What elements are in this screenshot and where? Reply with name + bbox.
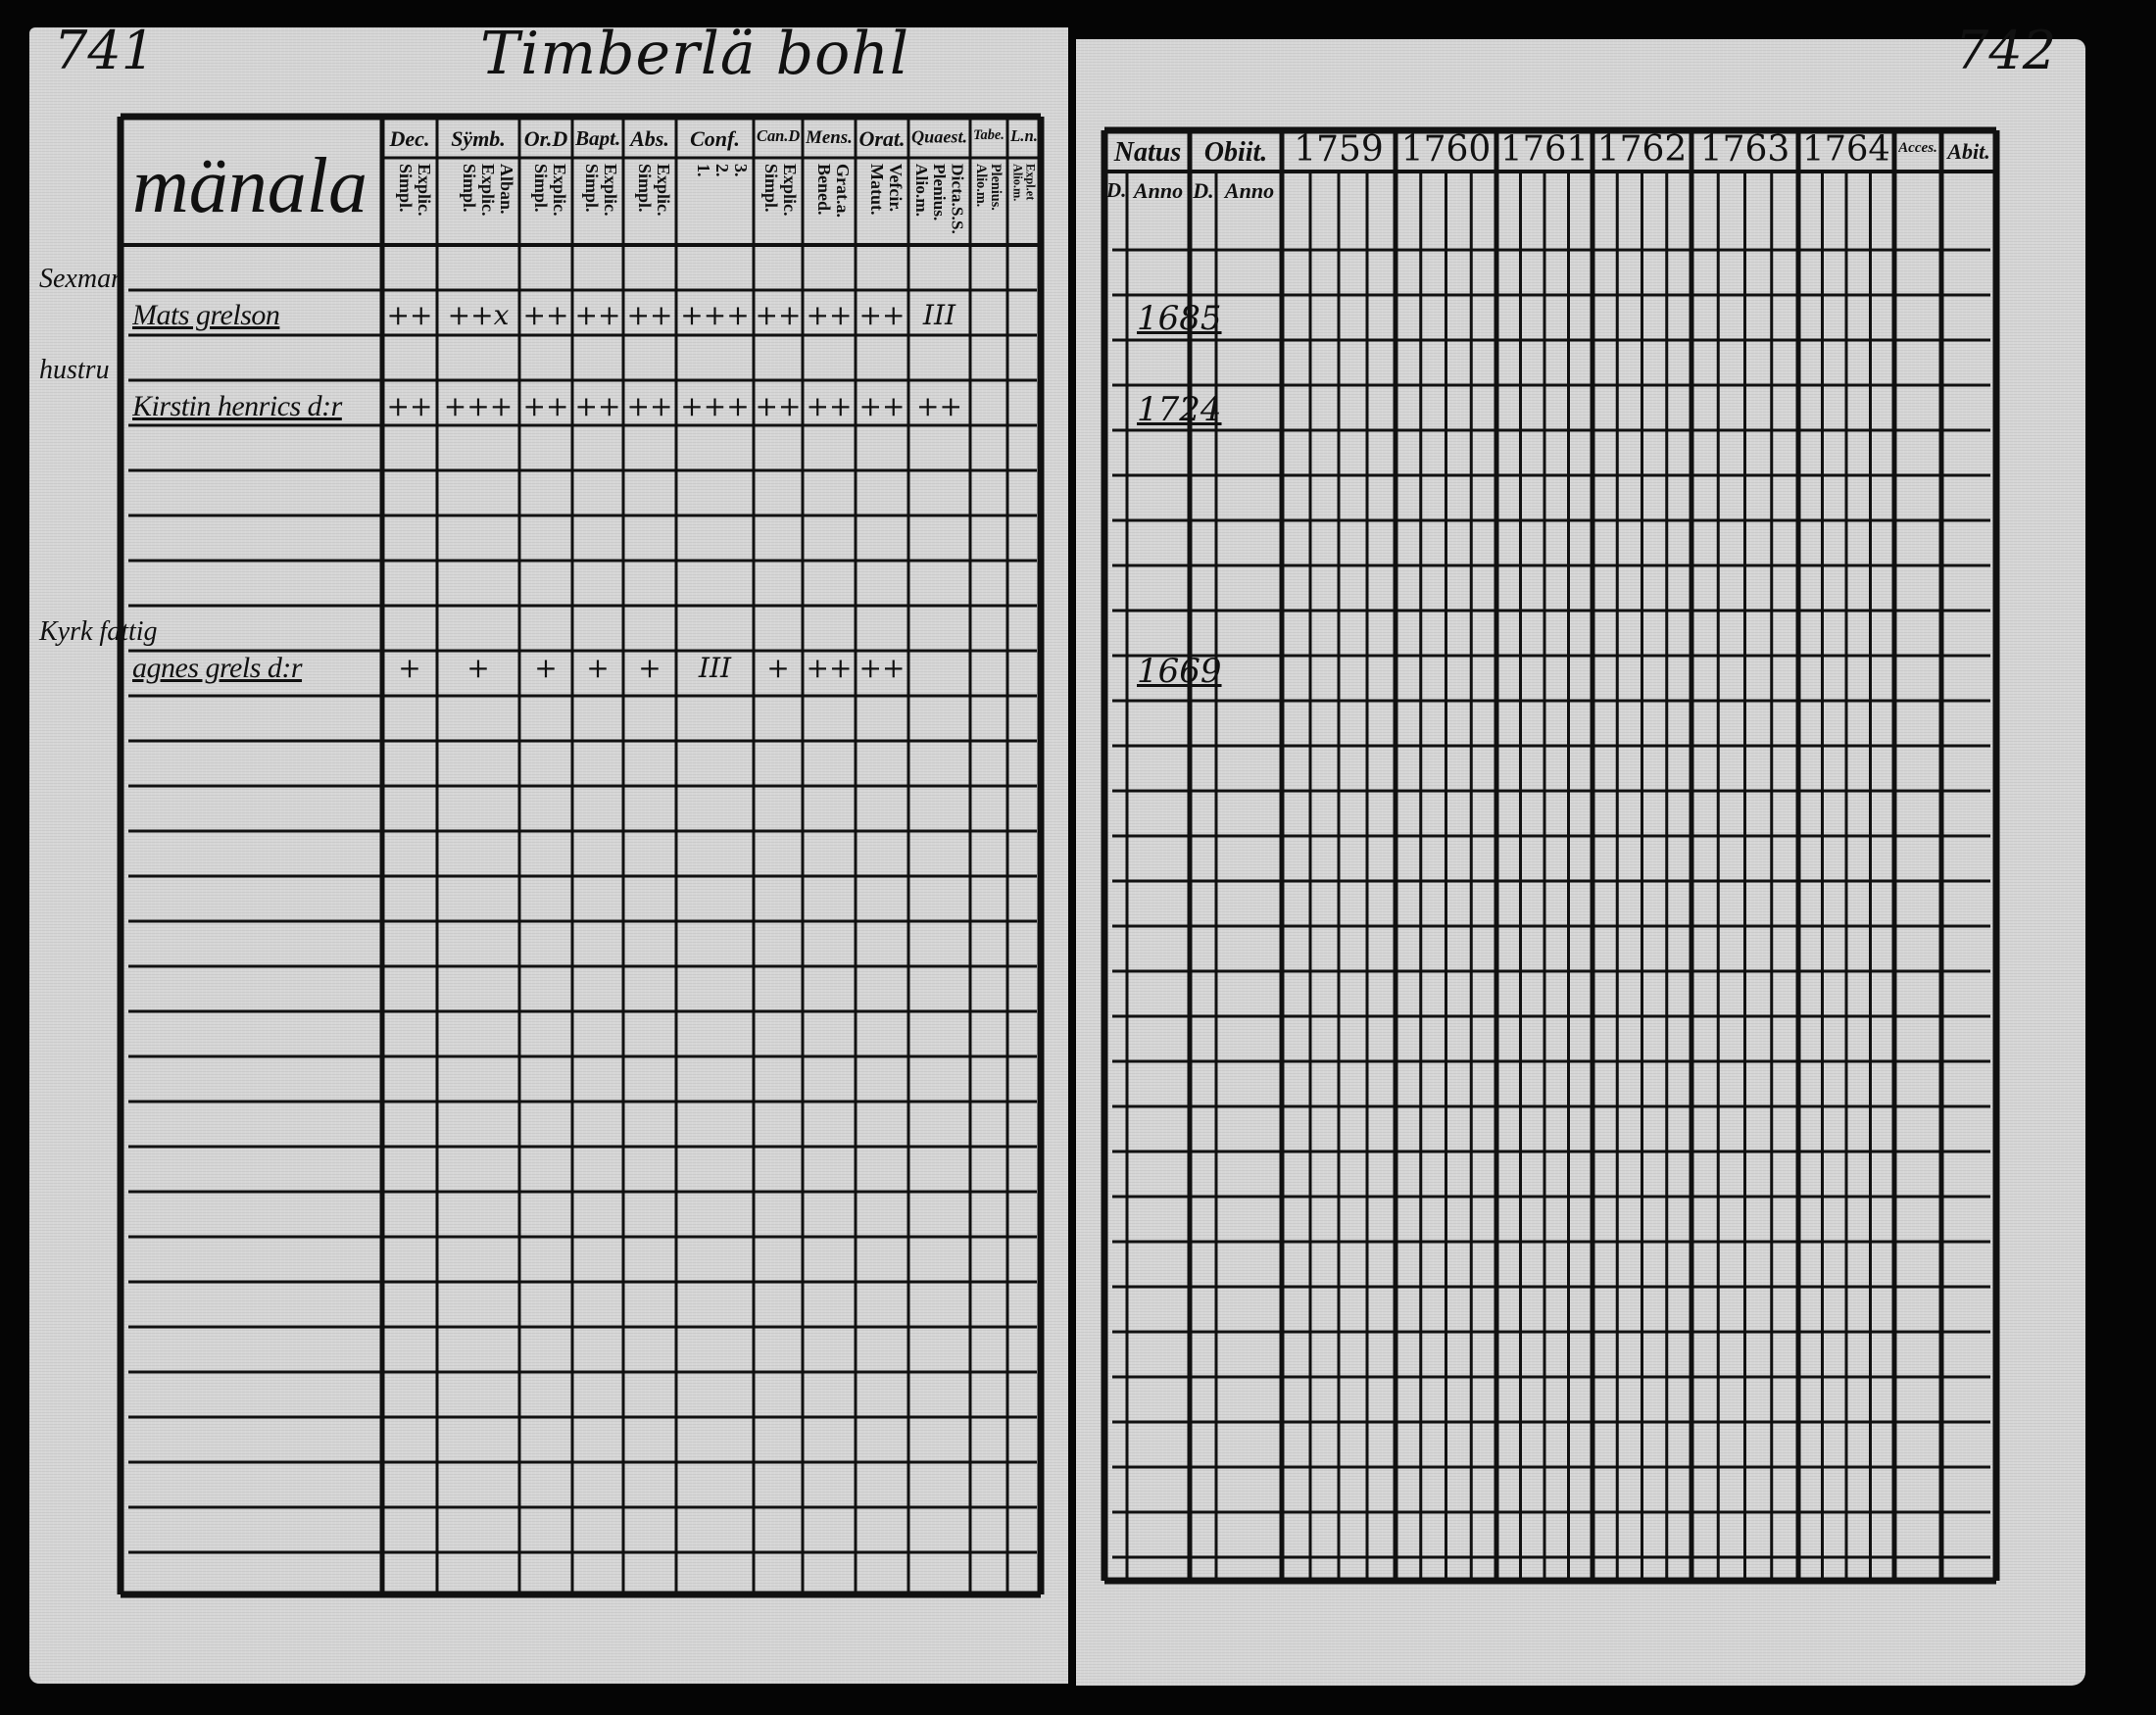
column-header: Quaest. [911, 126, 967, 147]
natus-year-header: Anno [1133, 178, 1184, 203]
column-subheader: Plenius. Alio.m. [974, 164, 1004, 211]
column-subheader: Explic. Simpl. [582, 164, 619, 217]
examination-mark: ++ [916, 390, 962, 422]
birth-year: 1724 [1137, 390, 1222, 429]
column-subheader: Expl.et Alio.m. [1011, 164, 1037, 202]
right-page [1076, 39, 2085, 1686]
column-subheader: Vefcir. Matut. [867, 164, 905, 216]
examination-mark: ++ [574, 390, 621, 422]
person-name: agnes grels d:r [132, 652, 303, 684]
person-role: Sexman [39, 264, 125, 294]
examination-mark: ++ [806, 652, 853, 684]
birth-year: 1685 [1137, 299, 1222, 338]
examination-mark: ++ [806, 390, 853, 422]
abiit-header: Abit. [1947, 139, 1990, 164]
column-subheader: Alban. Explic. Simpl. [460, 164, 515, 217]
examination-mark: ++ [858, 390, 906, 422]
column-subheader: Explic. Simpl. [396, 164, 433, 217]
examination-mark: ++ [522, 299, 569, 331]
year-header: 1762 [1596, 129, 1688, 170]
examination-mark: ++ [755, 299, 802, 331]
examination-mark: ++ [806, 299, 853, 331]
person-role: Kyrk fattig [39, 616, 158, 647]
column-header: Conf. [690, 126, 740, 151]
column-header: Dec. [389, 126, 430, 151]
examination-mark: ++ [626, 390, 673, 422]
column-header: Orat. [858, 126, 906, 151]
year-header: 1764 [1802, 129, 1890, 170]
column-header: Abs. [630, 126, 669, 151]
examination-mark: ++ [386, 390, 433, 422]
person-role: hustru [39, 355, 110, 385]
person-name: Kirstin henrics d:r [132, 390, 342, 422]
accessit-header: Acces. [1898, 139, 1937, 156]
natus-day-header: D. [1106, 178, 1126, 202]
examination-mark: + [466, 652, 490, 684]
examination-mark: III [698, 652, 732, 684]
left-page [29, 27, 1068, 1684]
examination-mark: ++ [386, 299, 433, 331]
column-header: Or.D [523, 126, 568, 151]
examination-mark: + [586, 652, 610, 684]
examination-mark: ++ [755, 390, 802, 422]
examination-mark: ++x [447, 299, 510, 331]
examination-mark: ++ [858, 299, 906, 331]
examination-mark: +++ [680, 299, 750, 331]
column-header: Sÿmb. [451, 126, 506, 151]
person-name: Mats grelson [132, 299, 280, 331]
examination-mark: + [766, 652, 790, 684]
obiit-day-header: D. [1193, 178, 1214, 203]
column-subheader: Grat.a. Bened. [814, 164, 852, 218]
column-subheader: 3. 2. 1. [694, 164, 750, 177]
examination-mark: + [398, 652, 421, 684]
natus-header: Natus [1113, 137, 1182, 168]
birth-year: 1669 [1137, 652, 1222, 691]
column-header: L.n. [1010, 126, 1038, 145]
examination-mark: + [638, 652, 662, 684]
column-subheader: Explic. Simpl. [635, 164, 672, 217]
column-subheader: Dicta.S.S. Plenius. Alio.m. [912, 164, 966, 234]
year-header: 1763 [1699, 129, 1790, 170]
column-header: Tabe. [973, 126, 1004, 143]
year-header: 1759 [1294, 129, 1384, 170]
examination-mark: + [534, 652, 558, 684]
obiit-header: Obiit. [1203, 137, 1268, 168]
obiit-year-header: Anno [1224, 178, 1275, 203]
column-header: Mens. [806, 126, 853, 148]
column-subheader: Explic. Simpl. [531, 164, 568, 217]
examination-mark: III [922, 299, 956, 331]
right-page-number: 742 [1955, 20, 2057, 81]
column-header: Bapt. [575, 126, 620, 150]
examination-mark: +++ [680, 390, 750, 422]
examination-mark: ++ [626, 299, 673, 331]
examination-mark: ++ [574, 299, 621, 331]
examination-mark: ++ [522, 390, 569, 422]
column-header: Can.D [757, 126, 800, 145]
year-header: 1761 [1500, 129, 1589, 170]
section-name: mänala [132, 143, 368, 229]
year-header: 1760 [1400, 129, 1492, 170]
left-page-number: 741 [54, 20, 156, 81]
examination-mark: +++ [443, 390, 514, 422]
column-subheader: Explic. Simpl. [761, 164, 799, 217]
examination-mark: ++ [858, 652, 906, 684]
page-title: Timberlä bohl [480, 20, 910, 88]
